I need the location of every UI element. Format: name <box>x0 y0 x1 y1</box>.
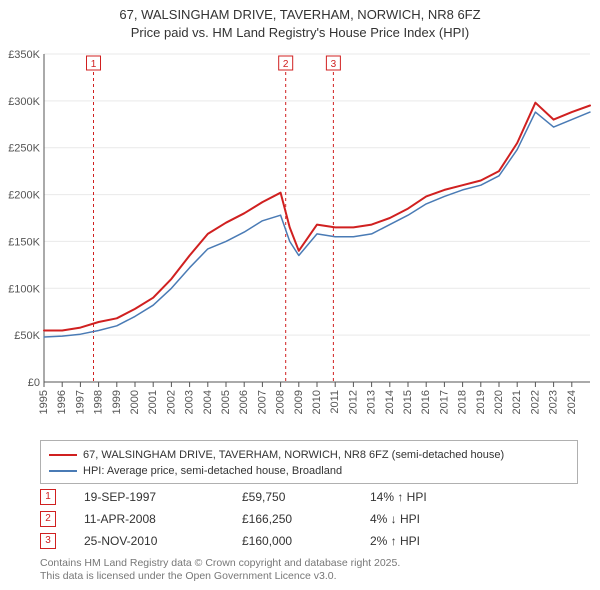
legend-label: 67, WALSINGHAM DRIVE, TAVERHAM, NORWICH,… <box>83 449 504 461</box>
svg-text:£100K: £100K <box>8 283 40 295</box>
svg-text:2011: 2011 <box>329 390 341 414</box>
svg-text:£250K: £250K <box>8 143 40 155</box>
svg-text:2004: 2004 <box>202 390 214 414</box>
legend-swatch <box>49 470 77 472</box>
legend-label: HPI: Average price, semi-detached house,… <box>83 465 342 477</box>
chart-svg: £0 £50K £100K £150K £200K £250K £300K £350K 1995… <box>4 48 596 428</box>
svg-text:£0: £0 <box>28 377 40 389</box>
svg-text:2021: 2021 <box>511 390 523 414</box>
title-line-2: Price paid vs. HM Land Registry's House … <box>0 24 600 42</box>
event-date: 25-NOV-2010 <box>84 534 214 548</box>
svg-text:2003: 2003 <box>184 390 196 414</box>
event-date: 19-SEP-1997 <box>84 490 214 504</box>
footer-line-1: Contains HM Land Registry data © Crown c… <box>40 557 400 571</box>
svg-text:£300K: £300K <box>8 96 40 108</box>
legend-item: HPI: Average price, semi-detached house,… <box>49 463 569 479</box>
svg-text:2010: 2010 <box>311 390 323 414</box>
svg-text:1996: 1996 <box>56 390 68 414</box>
event-badge: 2 <box>40 511 56 527</box>
event-price: £160,000 <box>242 534 342 548</box>
svg-text:1999: 1999 <box>111 390 123 414</box>
svg-text:2017: 2017 <box>438 390 450 414</box>
event-row: 1 19-SEP-1997 £59,750 14% ↑ HPI <box>40 486 560 508</box>
svg-text:2023: 2023 <box>548 390 560 414</box>
svg-text:2015: 2015 <box>402 390 414 414</box>
svg-text:£200K: £200K <box>8 190 40 202</box>
svg-text:2019: 2019 <box>475 390 487 414</box>
legend-item: 67, WALSINGHAM DRIVE, TAVERHAM, NORWICH,… <box>49 447 569 463</box>
svg-text:2000: 2000 <box>129 390 141 414</box>
event-price: £166,250 <box>242 512 342 526</box>
event-badge: 3 <box>40 533 56 549</box>
event-date: 11-APR-2008 <box>84 512 214 526</box>
event-hpi-delta: 14% ↑ HPI <box>370 490 480 504</box>
svg-text:2024: 2024 <box>566 390 578 414</box>
event-row: 2 11-APR-2008 £166,250 4% ↓ HPI <box>40 508 560 530</box>
svg-text:2007: 2007 <box>256 390 268 414</box>
legend-swatch <box>49 454 77 456</box>
svg-text:2008: 2008 <box>275 390 287 414</box>
svg-text:2: 2 <box>283 59 289 70</box>
svg-text:1995: 1995 <box>38 390 50 414</box>
chart-title: 67, WALSINGHAM DRIVE, TAVERHAM, NORWICH,… <box>0 6 600 41</box>
svg-text:1: 1 <box>91 59 97 70</box>
svg-text:1997: 1997 <box>74 390 86 414</box>
svg-text:£150K: £150K <box>8 236 40 248</box>
event-hpi-delta: 2% ↑ HPI <box>370 534 480 548</box>
svg-text:2014: 2014 <box>384 390 396 414</box>
svg-text:2016: 2016 <box>420 390 432 414</box>
svg-text:2013: 2013 <box>366 390 378 414</box>
svg-text:2005: 2005 <box>220 390 232 414</box>
event-badge: 1 <box>40 489 56 505</box>
event-hpi-delta: 4% ↓ HPI <box>370 512 480 526</box>
svg-text:3: 3 <box>331 59 337 70</box>
svg-text:2018: 2018 <box>457 390 469 414</box>
svg-text:2009: 2009 <box>293 390 305 414</box>
svg-text:2012: 2012 <box>347 390 359 414</box>
footer-line-2: This data is licensed under the Open Gov… <box>40 570 400 584</box>
svg-text:2020: 2020 <box>493 390 505 414</box>
svg-text:1998: 1998 <box>93 390 105 414</box>
svg-text:2002: 2002 <box>165 390 177 414</box>
svg-text:2022: 2022 <box>529 390 541 414</box>
title-line-1: 67, WALSINGHAM DRIVE, TAVERHAM, NORWICH,… <box>0 6 600 24</box>
svg-text:£350K: £350K <box>8 49 40 61</box>
event-row: 3 25-NOV-2010 £160,000 2% ↑ HPI <box>40 530 560 552</box>
legend: 67, WALSINGHAM DRIVE, TAVERHAM, NORWICH,… <box>40 440 578 484</box>
event-price: £59,750 <box>242 490 342 504</box>
svg-text:2006: 2006 <box>238 390 250 414</box>
chart-plot: £0 £50K £100K £150K £200K £250K £300K £350K 1995… <box>4 48 596 428</box>
event-table: 1 19-SEP-1997 £59,750 14% ↑ HPI 2 11-APR-2008… <box>40 486 560 552</box>
attribution-footer: Contains HM Land Registry data © Crown c… <box>40 557 400 584</box>
svg-text:2001: 2001 <box>147 390 159 414</box>
svg-text:£50K: £50K <box>14 330 40 342</box>
